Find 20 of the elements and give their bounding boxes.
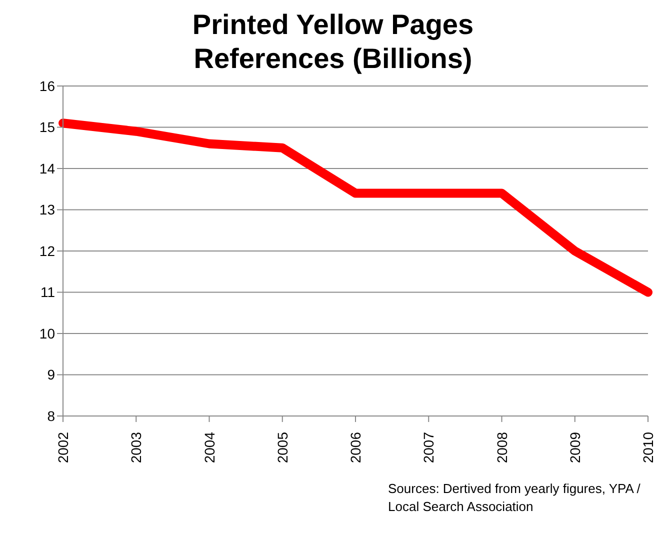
- y-tick-label: 15: [39, 119, 56, 136]
- y-tick-label: 14: [39, 160, 56, 176]
- x-tick-label: 2003: [128, 432, 144, 464]
- x-tick-label: 2004: [201, 432, 218, 464]
- y-tick-label: 13: [39, 202, 56, 218]
- x-tick-label: 2008: [494, 432, 510, 464]
- source-note: Sources: Dertived from yearly figures, YPA / Local Search Association: [388, 480, 642, 516]
- x-tick-label: 2010: [640, 432, 656, 464]
- chart-title: Printed Yellow Pages References (Billions): [191, 8, 475, 76]
- y-tick-label: 8: [47, 408, 56, 424]
- y-tick-label: 10: [39, 325, 56, 342]
- y-tick-label: 12: [39, 242, 56, 259]
- y-tick-label: 16: [39, 78, 56, 94]
- x-tick-label: 2002: [55, 432, 71, 464]
- y-tick-label: 11: [40, 284, 56, 300]
- x-tick-label: 2007: [420, 432, 437, 464]
- x-tick-label: 2009: [566, 432, 583, 464]
- x-tick-label: 2006: [348, 432, 364, 464]
- y-tick-label: 9: [47, 366, 56, 383]
- x-tick-label: 2005: [274, 432, 290, 464]
